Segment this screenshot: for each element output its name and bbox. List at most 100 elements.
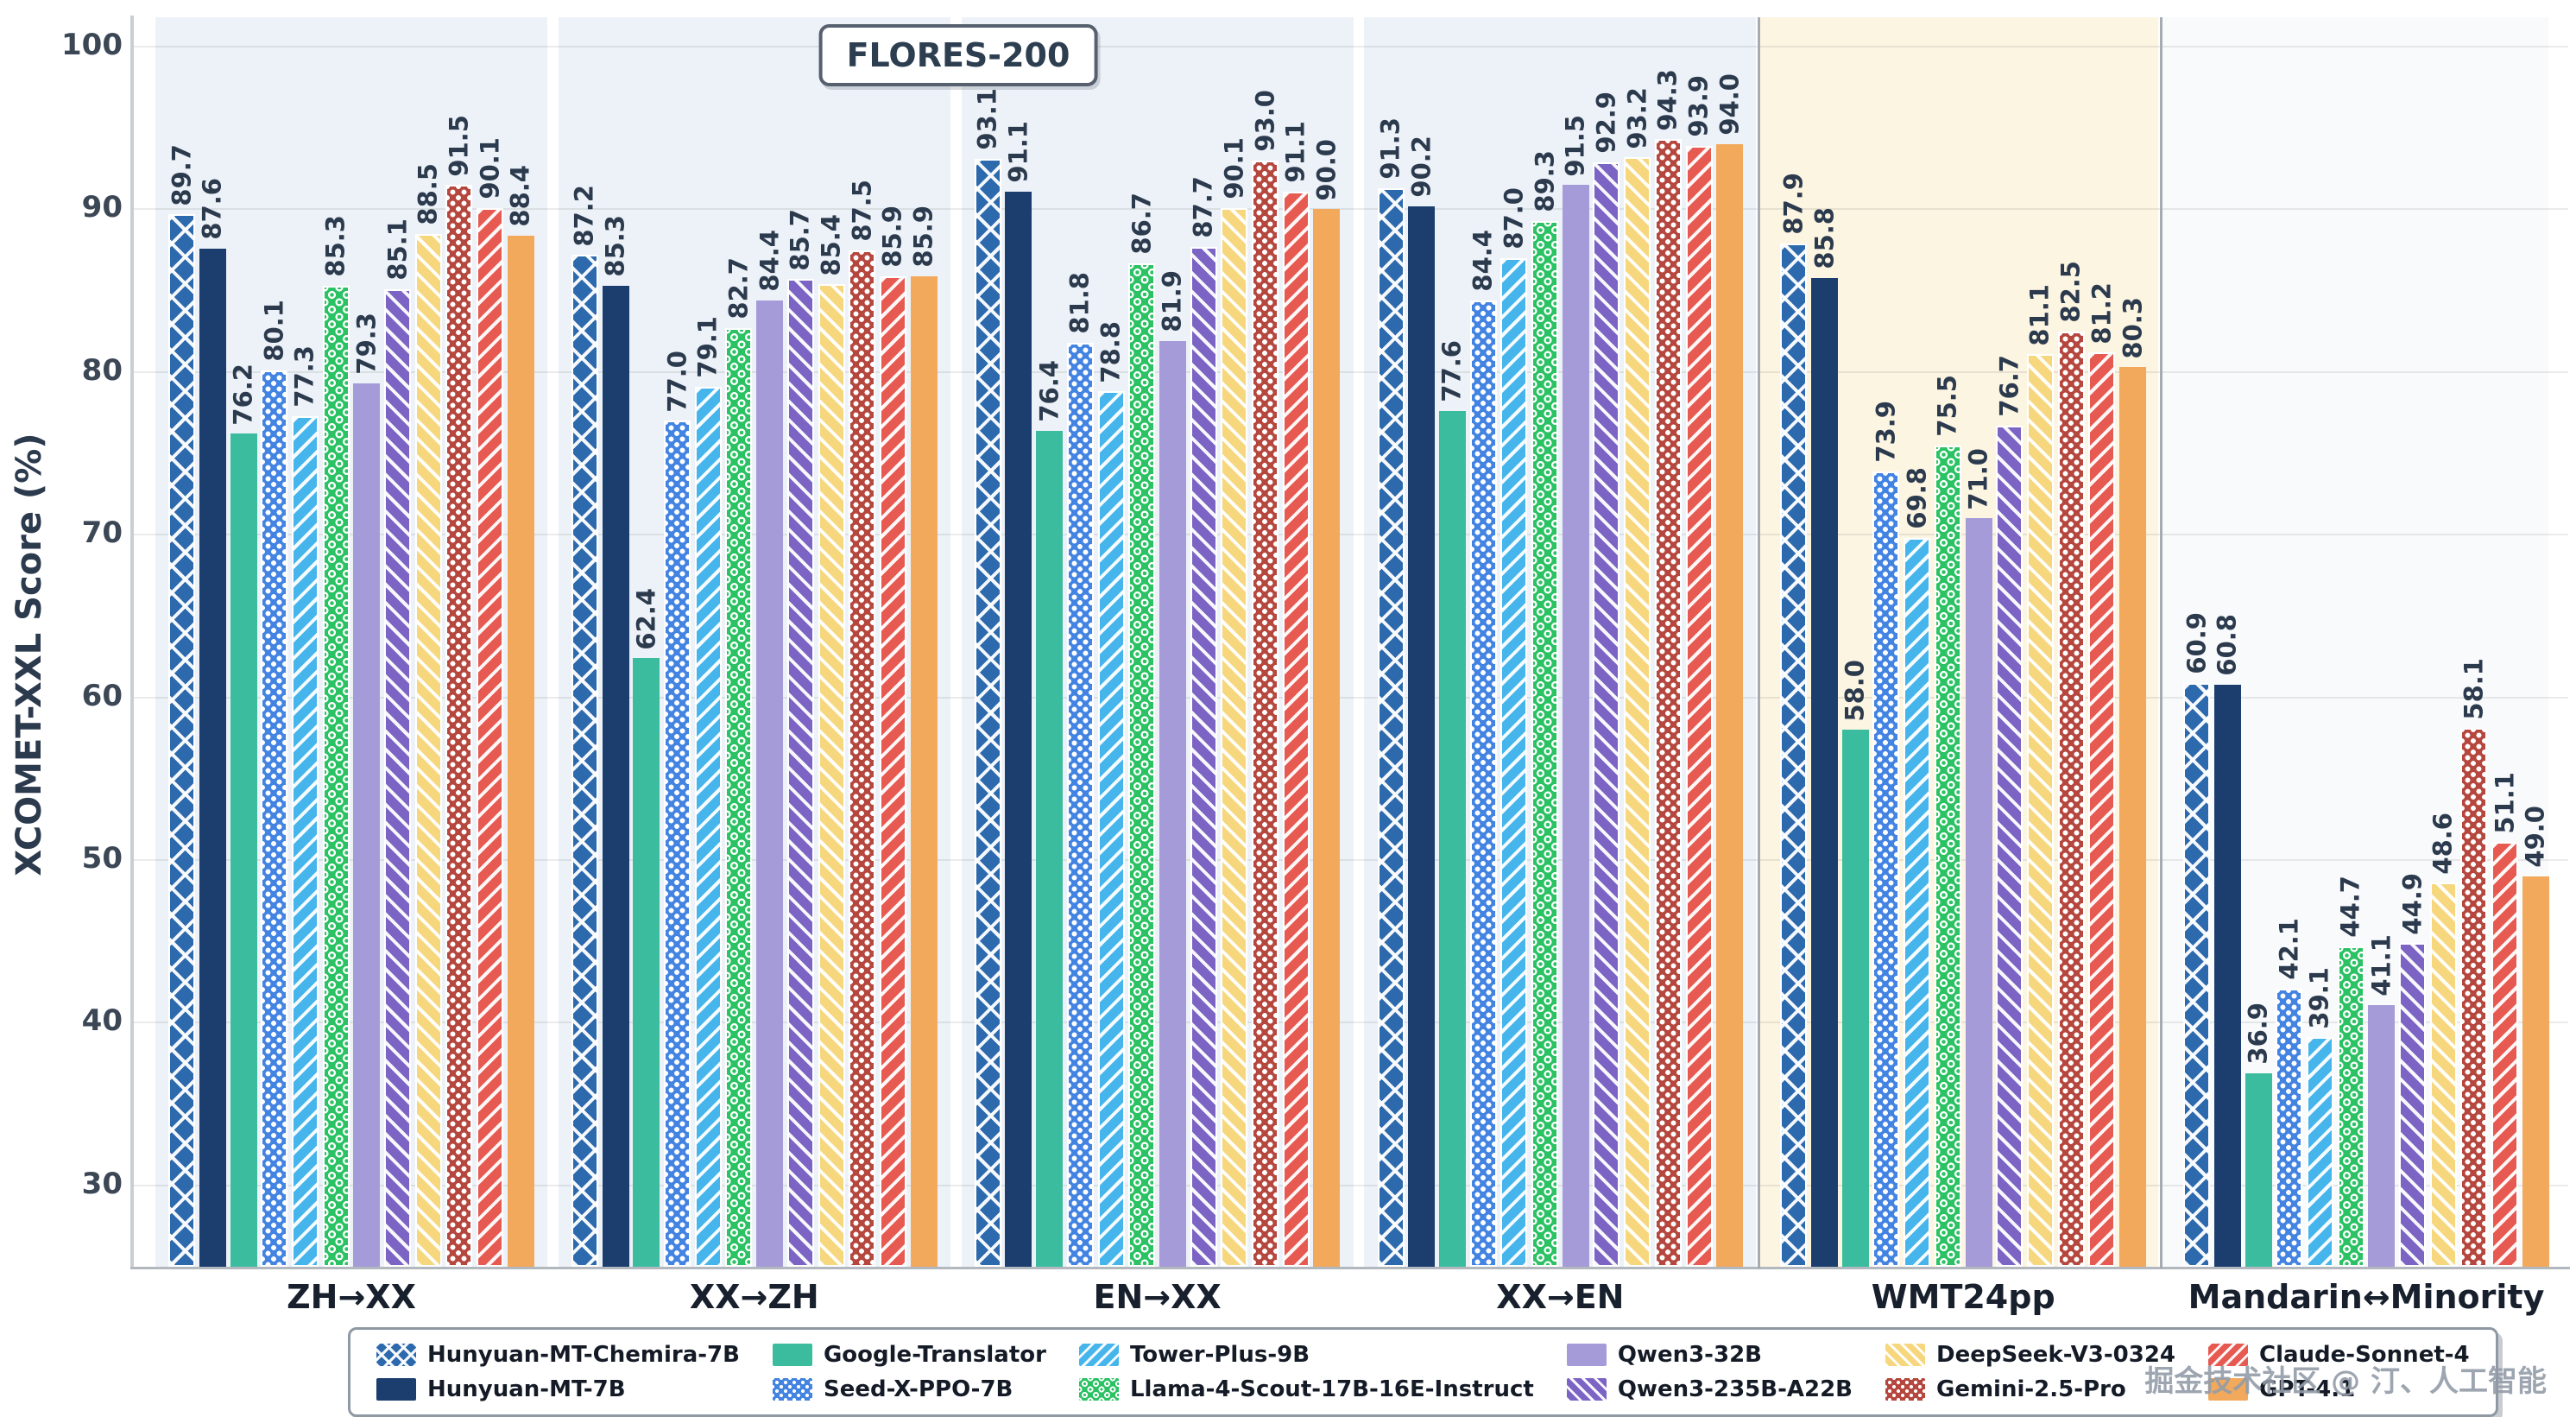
bar-fill — [1190, 246, 1217, 1267]
bar-GPT-4.1-WMT24pp: 80.3 — [2118, 297, 2147, 1267]
bar-Qwen3-32B-WMT24pp: 71.0 — [1964, 448, 1993, 1267]
bar-fill — [1780, 243, 1808, 1267]
bar-Claude-Sonnet-4-XX→ZH: 85.9 — [878, 206, 907, 1267]
bar-Gemini-2.5-Pro-EN→XX: 93.0 — [1250, 90, 1279, 1267]
legend-swatch-stripes-down-icon — [1885, 1344, 1925, 1366]
legend-label: Qwen3-32B — [1617, 1342, 1762, 1368]
legend-item-Qwen3-32B: Qwen3-32B — [1566, 1342, 1853, 1368]
bar-fill — [786, 279, 814, 1267]
legend-item-Hunyuan-MT-Chemira-7B: Hunyuan-MT-Chemira-7B — [376, 1342, 740, 1368]
bar-value-label: 49.0 — [2520, 806, 2550, 868]
bar-Llama-4-Scout-17B-16E-Instruct-WMT24pp: 75.5 — [1933, 375, 1962, 1267]
bar-Hunyuan-MT-7B-WMT24pp: 85.8 — [1809, 207, 1839, 1267]
bar-DeepSeek-V3-0324-WMT24pp: 81.1 — [2025, 284, 2055, 1267]
bar-Llama-4-Scout-17B-16E-Instruct-XX→ZH: 82.7 — [723, 257, 753, 1267]
bar-fill — [1221, 207, 1248, 1267]
bar-fill — [1716, 144, 1744, 1267]
bar-Tower-Plus-9B-EN→XX: 78.8 — [1096, 321, 1126, 1267]
bar-Gemini-2.5-Pro-Mandarin↔Minority: 58.1 — [2459, 658, 2488, 1267]
bar-Tower-Plus-9B-ZH→XX: 77.3 — [290, 345, 319, 1267]
bar-fill — [1593, 161, 1620, 1267]
bar-value-label: 87.7 — [1188, 176, 1218, 238]
bar-fill — [571, 255, 598, 1267]
bar-fill — [353, 383, 381, 1267]
bar-value-label: 87.6 — [197, 178, 227, 240]
bar-fill — [2245, 1072, 2272, 1267]
bar-value-label: 85.3 — [600, 215, 630, 277]
bar-DeepSeek-V3-0324-ZH→XX: 88.5 — [414, 163, 443, 1267]
bar-fill — [477, 207, 504, 1267]
bar-Gemini-2.5-Pro-WMT24pp: 82.5 — [2056, 261, 2086, 1267]
bar-Tower-Plus-9B-XX→EN: 87.0 — [1499, 187, 1528, 1267]
bar-value-label: 90.1 — [475, 136, 505, 199]
legend-label: Google-Translator — [823, 1342, 1046, 1368]
bar-value-label: 93.9 — [1683, 75, 1714, 137]
x-tick-label-ZH→XX: ZH→XX — [287, 1278, 416, 1316]
bar-fill — [2183, 682, 2211, 1267]
bar-fill — [2429, 882, 2457, 1267]
bar-fill — [1811, 277, 1839, 1267]
bar-Qwen3-235B-A22B-Mandarin↔Minority: 44.9 — [2397, 873, 2427, 1267]
bar-Claude-Sonnet-4-Mandarin↔Minority: 51.1 — [2490, 772, 2519, 1267]
bar-Llama-4-Scout-17B-16E-Instruct-Mandarin↔Minority: 44.7 — [2336, 876, 2365, 1267]
bar-fill — [445, 185, 473, 1267]
section-divider-2 — [2159, 17, 2162, 1268]
bar-fill — [818, 284, 845, 1267]
legend-label: DeepSeek-V3-0324 — [1935, 1342, 2175, 1368]
bar-fill — [1438, 411, 1466, 1267]
gridline-100 — [132, 46, 2568, 47]
bar-value-label: 76.7 — [1994, 355, 2024, 417]
gridline-40 — [132, 1022, 2568, 1024]
bar-value-label: 82.5 — [2055, 261, 2086, 323]
bar-Llama-4-Scout-17B-16E-Instruct-XX→EN: 89.3 — [1530, 150, 1559, 1267]
bar-fill — [1097, 391, 1125, 1267]
bar-Hunyuan-MT-Chemira-7B-XX→ZH: 87.2 — [570, 185, 599, 1267]
bar-fill — [2306, 1037, 2333, 1267]
bar-value-label: 75.5 — [1932, 375, 1962, 437]
bar-value-label: 89.7 — [167, 143, 197, 206]
bar-Seed-X-PPO-7B-EN→XX: 81.8 — [1065, 272, 1095, 1267]
bar-fill — [1159, 341, 1186, 1267]
legend-label: Hunyuan-MT-7B — [427, 1376, 626, 1402]
bar-value-label: 86.7 — [1127, 193, 1157, 255]
bar-value-label: 51.1 — [2490, 771, 2520, 834]
bar-Google-Translator-WMT24pp: 58.0 — [1840, 660, 1870, 1267]
bar-fill — [261, 370, 288, 1267]
bar-fill — [910, 275, 938, 1267]
bar-value-label: 79.1 — [692, 316, 723, 378]
bar-GPT-4.1-XX→EN: 94.0 — [1714, 73, 1744, 1267]
bar-fill — [230, 433, 257, 1267]
bar-value-label: 91.5 — [1560, 114, 1590, 177]
bar-fill — [414, 233, 442, 1267]
bar-value-label: 58.0 — [1840, 659, 1870, 722]
bar-fill — [1408, 206, 1436, 1267]
bar-fill — [1066, 342, 1094, 1267]
bar-Hunyuan-MT-7B-XX→ZH: 85.3 — [601, 215, 630, 1267]
bar-value-label: 90.2 — [1406, 136, 1436, 198]
bar-Claude-Sonnet-4-WMT24pp: 81.2 — [2087, 282, 2116, 1267]
bar-DeepSeek-V3-0324-EN→XX: 90.1 — [1219, 137, 1248, 1267]
bar-DeepSeek-V3-0324-XX→EN: 93.2 — [1622, 87, 1651, 1267]
bar-DeepSeek-V3-0324-XX→ZH: 85.4 — [817, 214, 846, 1267]
legend-item-Llama-4-Scout-17B-16E-Instruct: Llama-4-Scout-17B-16E-Instruct — [1078, 1376, 1534, 1402]
bar-fill — [849, 250, 876, 1267]
bar-fill — [2088, 352, 2116, 1267]
bar-value-label: 85.4 — [816, 213, 846, 276]
y-tick-label-60: 60 — [81, 678, 123, 713]
y-axis-spine — [130, 16, 134, 1269]
bar-Claude-Sonnet-4-EN→XX: 91.1 — [1281, 121, 1310, 1267]
bar-Google-Translator-XX→EN: 77.6 — [1437, 340, 1467, 1267]
bar-fill — [2522, 876, 2549, 1267]
bar-value-label: 90.1 — [1219, 136, 1249, 199]
legend-item-Google-Translator: Google-Translator — [772, 1342, 1046, 1368]
bar-fill — [2276, 988, 2303, 1267]
bar-Qwen3-32B-XX→EN: 91.5 — [1561, 115, 1590, 1267]
bar-Qwen3-235B-A22B-WMT24pp: 76.7 — [1994, 355, 2024, 1267]
bar-value-label: 44.7 — [2335, 876, 2365, 938]
bar-Tower-Plus-9B-WMT24pp: 69.8 — [1902, 467, 1931, 1267]
legend-swatch-stripes-up-icon — [2208, 1344, 2248, 1366]
bar-GPT-4.1-XX→ZH: 85.9 — [909, 206, 938, 1267]
legend-item-Tower-Plus-9B: Tower-Plus-9B — [1078, 1342, 1534, 1368]
y-tick-label-90: 90 — [81, 190, 123, 225]
bar-fill — [2399, 943, 2427, 1267]
